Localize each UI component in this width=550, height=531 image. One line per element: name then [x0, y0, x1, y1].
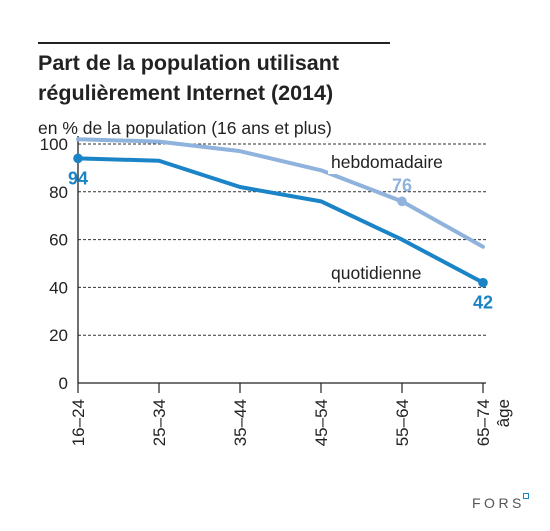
logo-accent-square	[522, 493, 529, 499]
chart-title-line-2: régulièrement Internet (2014)	[38, 81, 334, 105]
series-label-bg-hebdomadaire	[328, 152, 446, 174]
y-tick-label-80: 80	[49, 183, 68, 202]
y-tick-label-100: 100	[40, 135, 68, 154]
data-label-hebdomadaire-4: 76	[392, 175, 412, 195]
series-label-bg-quotidienne	[328, 263, 425, 285]
data-point-quotidienne-5	[478, 277, 488, 288]
y-tick-label-20: 20	[49, 326, 68, 345]
series-line-hebdomadaire	[76, 137, 485, 249]
data-label-quotidienne-0: 94	[68, 168, 88, 188]
y-tick-label-60: 60	[49, 231, 68, 250]
chart-title-line-1: Part de la population utilisant	[38, 51, 340, 75]
series-line-quotidienne	[76, 156, 485, 285]
y-tick-label-40: 40	[49, 278, 68, 297]
title-rule	[38, 42, 390, 44]
x-tick-label-1: 25–34	[150, 399, 169, 446]
series-label-quotidienne: quotidienne	[331, 263, 422, 283]
data-point-hebdomadaire-4	[397, 196, 407, 207]
fors-logo: FORS	[472, 493, 531, 511]
series-label-hebdomadaire: hebdomadaire	[331, 152, 443, 172]
x-tick-label-0: 16–24	[69, 399, 88, 446]
data-point-quotidienne-0	[73, 153, 83, 164]
x-tick-label-2: 35–44	[231, 399, 250, 446]
x-tick-label-3: 45–54	[312, 399, 331, 446]
data-label-quotidienne-5: 42	[473, 293, 493, 313]
chart-subtitle: en % de la population (16 ans et plus)	[38, 118, 332, 138]
x-axis-title: âge	[494, 399, 513, 427]
x-tick-label-4: 55–64	[393, 399, 412, 446]
y-tick-label-0: 0	[59, 374, 68, 393]
x-tick-label-5: 65–74	[474, 399, 493, 446]
chart-title: Part de la population utilisant régulièr…	[38, 48, 538, 108]
